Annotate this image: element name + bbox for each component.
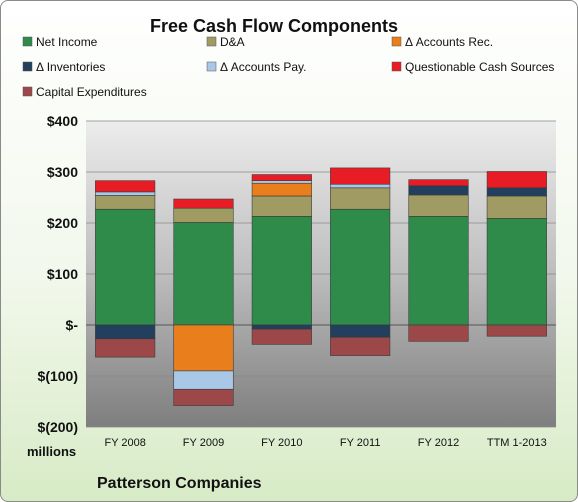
bar-fy-2010-net-income [251, 216, 312, 326]
y-tick-label: $(100) [38, 368, 78, 384]
bar-fy-2008-delta-accounts-pay [95, 191, 156, 196]
legend-swatch-net-income [22, 36, 33, 47]
bar-fy-2008-questionable-cash-sources [95, 180, 156, 193]
x-tick-label: FY 2009 [183, 437, 224, 449]
bar-fy-2010-questionable-cash-sources [251, 174, 312, 181]
bar-fy-2012-questionable-cash-sources [408, 179, 469, 187]
bar-fy-2011-d-a [330, 187, 391, 210]
bar-fy-2009-capital-expenditures [173, 388, 234, 406]
bar-fy-2012-delta-inventories [408, 185, 469, 196]
legend-label-delta-accounts-rec: Δ Accounts Rec. [405, 35, 493, 49]
y-tick-label: $200 [47, 215, 78, 231]
bar-fy-2008-capital-expenditures [95, 338, 156, 358]
bars [95, 167, 547, 406]
legend-swatch-delta-inventories [22, 61, 33, 72]
bar-ttm-1-2013-capital-expenditures [486, 324, 547, 337]
x-tick-label: FY 2012 [418, 437, 459, 449]
y-axis-label: millions [27, 444, 76, 459]
bar-fy-2008-d-a [95, 195, 156, 210]
bar-ttm-1-2013-d-a [486, 195, 547, 219]
bar-fy-2009-d-a [173, 207, 234, 223]
y-tick-label: $400 [47, 113, 78, 129]
gridlines [86, 120, 556, 428]
y-axis-ticks: $400 $300 $200 $100 $- $(100) $(200) [38, 113, 79, 435]
legend-label-delta-accounts-pay: Δ Accounts Pay. [220, 60, 307, 74]
y-tick-label: $100 [47, 266, 78, 282]
company-label: Patterson Companies [97, 475, 262, 492]
bar-fy-2009-questionable-cash-sources [173, 198, 234, 209]
bar-fy-2010-delta-accounts-pay [251, 180, 312, 184]
legend-swatch-questionable-cash-sources [391, 61, 402, 72]
legend: Net Income D&A Δ Accounts Rec. Δ Inventorie… [22, 35, 554, 99]
x-tick-label: TTM 1-2013 [487, 437, 547, 449]
legend-label-capital-expenditures: Capital Expenditures [36, 85, 147, 99]
legend-label-delta-inventories: Δ Inventories [36, 60, 105, 74]
bar-fy-2008-delta-inventories [95, 324, 156, 340]
bar-fy-2008-net-income [95, 208, 156, 326]
y-tick-label: $300 [47, 164, 78, 180]
bar-fy-2009-delta-accounts-pay [173, 370, 234, 390]
y-tick-label: $- [66, 317, 79, 333]
bar-ttm-1-2013-questionable-cash-sources [486, 171, 547, 189]
legend-label-questionable-cash-sources: Questionable Cash Sources [405, 60, 554, 74]
bar-fy-2009-net-income [173, 222, 234, 326]
x-axis-ticks: FY 2008 FY 2009 FY 2010 FY 2011 FY 2012 TTM 1… [104, 437, 546, 449]
bar-fy-2012-capital-expenditures [408, 324, 469, 342]
legend-swatch-d-a [206, 36, 217, 47]
x-tick-label: FY 2010 [261, 437, 302, 449]
bar-fy-2010-delta-accounts-rec [251, 182, 312, 197]
bar-fy-2010-capital-expenditures [251, 328, 312, 345]
legend-swatch-delta-accounts-rec [391, 36, 402, 47]
bar-fy-2012-d-a [408, 194, 469, 217]
bar-fy-2011-delta-accounts-pay [330, 183, 391, 189]
legend-label-d-a: D&A [220, 35, 245, 49]
x-tick-label: FY 2008 [104, 437, 145, 449]
bar-fy-2010-delta-inventories [251, 324, 312, 330]
bar-fy-2009-delta-accounts-rec [173, 324, 234, 372]
bar-fy-2010-d-a [251, 195, 312, 217]
legend-swatch-delta-accounts-pay [206, 61, 217, 72]
bar-ttm-1-2013-net-income [486, 218, 547, 326]
bar-fy-2011-net-income [330, 208, 391, 326]
bar-fy-2011-questionable-cash-sources [330, 167, 391, 185]
bar-fy-2011-capital-expenditures [330, 336, 391, 356]
chart-title: Free Cash Flow Components [150, 16, 398, 36]
legend-swatch-capital-expenditures [22, 86, 33, 97]
y-tick-label: $(200) [38, 419, 78, 435]
bar-ttm-1-2013-delta-inventories [486, 187, 547, 197]
x-tick-label: FY 2011 [340, 437, 381, 449]
legend-label-net-income: Net Income [36, 35, 98, 49]
bar-fy-2011-delta-inventories [330, 324, 391, 338]
bar-fy-2012-net-income [408, 216, 469, 326]
